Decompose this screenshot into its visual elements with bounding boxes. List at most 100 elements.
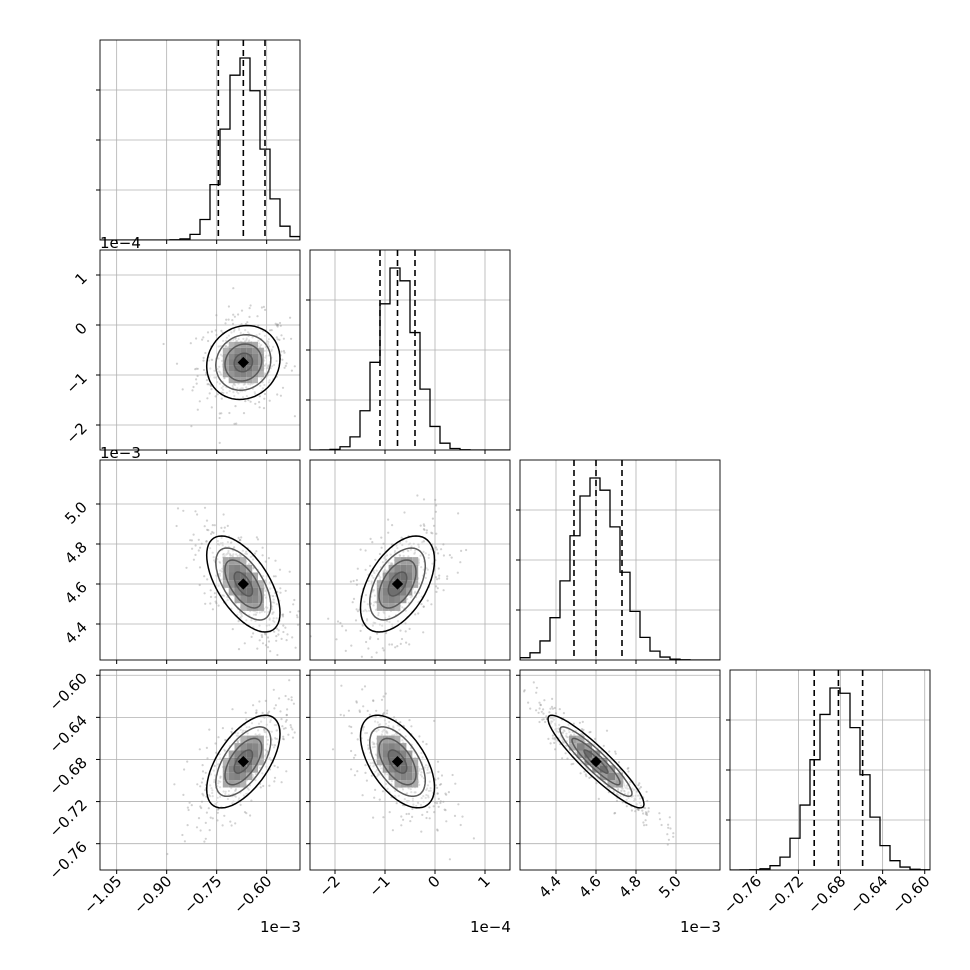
sample-point bbox=[201, 770, 205, 773]
density-cell bbox=[228, 772, 235, 781]
sample-point bbox=[258, 733, 261, 736]
sample-point bbox=[226, 552, 229, 555]
sample-point bbox=[209, 795, 212, 798]
sample-point bbox=[602, 744, 605, 748]
sample-point bbox=[203, 840, 206, 843]
density-cell bbox=[252, 735, 258, 743]
sample-point bbox=[213, 376, 216, 379]
sample-point bbox=[258, 624, 261, 627]
density-cell bbox=[569, 743, 577, 751]
sample-point bbox=[459, 561, 462, 564]
sample-point bbox=[594, 737, 597, 741]
sample-point bbox=[547, 737, 550, 741]
sample-point bbox=[258, 406, 261, 409]
sample-point bbox=[211, 608, 214, 611]
sample-point bbox=[376, 721, 379, 724]
sample-point bbox=[376, 774, 379, 777]
sample-point bbox=[421, 740, 425, 743]
sample-point bbox=[266, 751, 269, 754]
panel-1-1 bbox=[306, 249, 511, 454]
density-cell bbox=[252, 365, 258, 372]
sample-point bbox=[537, 711, 540, 714]
density-cell bbox=[228, 765, 235, 773]
sample-point bbox=[432, 805, 435, 808]
sample-point bbox=[274, 737, 277, 740]
density-cell bbox=[222, 757, 229, 766]
sample-point bbox=[218, 412, 221, 415]
density-cell bbox=[246, 757, 253, 766]
density-cell bbox=[252, 377, 258, 384]
panel-content bbox=[331, 684, 475, 861]
sample-point bbox=[265, 624, 268, 627]
peak-marker bbox=[237, 755, 249, 768]
sample-point bbox=[436, 786, 439, 790]
sample-point bbox=[364, 568, 367, 571]
sample-point bbox=[206, 578, 209, 581]
sample-point bbox=[374, 601, 378, 604]
sample-point bbox=[214, 329, 217, 332]
sample-point bbox=[669, 827, 672, 830]
sample-point bbox=[224, 339, 228, 342]
sample-point bbox=[639, 797, 642, 800]
sample-point bbox=[275, 359, 278, 363]
density-cell bbox=[228, 359, 235, 366]
sample-point bbox=[196, 408, 199, 411]
sample-point bbox=[366, 618, 369, 621]
sample-point bbox=[388, 620, 391, 624]
sample-point bbox=[231, 322, 235, 325]
sample-point bbox=[296, 616, 299, 619]
sample-point bbox=[552, 718, 556, 721]
sample-point bbox=[393, 716, 396, 719]
density-cell bbox=[222, 780, 229, 788]
sample-point bbox=[367, 748, 370, 751]
sample-point bbox=[263, 610, 266, 614]
sample-point bbox=[242, 729, 245, 732]
sample-point bbox=[230, 331, 233, 334]
sample-point bbox=[237, 392, 240, 395]
sample-point bbox=[666, 833, 669, 836]
sample-point bbox=[638, 801, 641, 804]
sample-point bbox=[355, 583, 358, 586]
density-cell bbox=[234, 757, 241, 766]
x-tick-label: 4.8 bbox=[615, 872, 645, 902]
sample-point bbox=[426, 772, 429, 775]
sample-point bbox=[425, 764, 428, 767]
sample-point bbox=[240, 615, 243, 618]
sample-point bbox=[445, 793, 448, 796]
density-cell bbox=[228, 353, 235, 360]
sample-point bbox=[642, 821, 645, 824]
sample-point bbox=[210, 406, 213, 409]
sample-point bbox=[211, 551, 214, 554]
sample-point bbox=[211, 530, 214, 534]
sample-point bbox=[275, 617, 278, 620]
density-cell bbox=[228, 572, 235, 581]
sample-point bbox=[223, 748, 226, 751]
sample-point bbox=[234, 337, 237, 341]
sample-point bbox=[281, 358, 284, 361]
sample-point bbox=[207, 383, 210, 386]
sample-point bbox=[268, 399, 271, 402]
density-cell bbox=[228, 750, 235, 758]
sample-point bbox=[215, 602, 218, 605]
sample-point bbox=[417, 543, 420, 546]
sample-point bbox=[450, 556, 453, 559]
sample-point bbox=[371, 741, 374, 744]
sample-point bbox=[426, 599, 429, 602]
sample-point bbox=[225, 336, 228, 339]
sample-point bbox=[551, 737, 554, 740]
sample-point bbox=[425, 531, 428, 534]
sample-point bbox=[209, 602, 212, 605]
sample-point bbox=[420, 566, 423, 569]
sample-point bbox=[354, 619, 358, 622]
sample-point bbox=[644, 813, 648, 816]
sample-point bbox=[265, 363, 268, 366]
density-cell bbox=[234, 772, 241, 781]
sample-point bbox=[420, 771, 423, 774]
sample-point bbox=[275, 324, 279, 327]
sample-point bbox=[422, 605, 425, 608]
sample-point bbox=[550, 705, 554, 709]
sample-point bbox=[218, 365, 221, 368]
sample-point bbox=[400, 815, 403, 818]
sample-point bbox=[557, 727, 560, 730]
sample-point bbox=[201, 777, 204, 780]
